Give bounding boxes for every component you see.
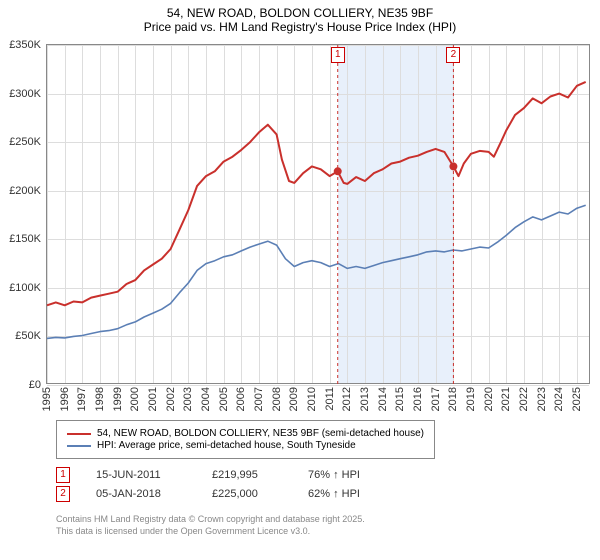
sales-row: 2 05-JAN-2018 £225,000 62% ↑ HPI	[56, 486, 398, 502]
x-tick-label: 2018	[447, 387, 459, 411]
y-tick-label: £200K	[9, 185, 41, 197]
y-tick-label: £0	[29, 379, 41, 391]
x-tick-label: 2017	[430, 387, 442, 411]
y-tick-label: £300K	[9, 88, 41, 100]
title-line-1: 54, NEW ROAD, BOLDON COLLIERY, NE35 9BF	[0, 6, 600, 20]
y-tick-label: £50K	[15, 330, 41, 342]
x-tick-label: 1996	[59, 387, 71, 411]
sales-price: £219,995	[212, 469, 282, 481]
x-tick-label: 2001	[147, 387, 159, 411]
chart-lines	[47, 45, 591, 385]
footer-line-1: Contains HM Land Registry data © Crown c…	[56, 514, 365, 526]
legend-swatch	[67, 445, 91, 447]
sales-price: £225,000	[212, 488, 282, 500]
legend-row: 54, NEW ROAD, BOLDON COLLIERY, NE35 9BF …	[67, 428, 424, 439]
x-tick-label: 2011	[324, 387, 336, 411]
x-tick-label: 2006	[235, 387, 247, 411]
x-tick-label: 2007	[253, 387, 265, 411]
x-tick-label: 2005	[218, 387, 230, 411]
x-tick-label: 2010	[306, 387, 318, 411]
sale-marker-box: 1	[331, 47, 345, 63]
sales-pct: 76% ↑ HPI	[308, 469, 398, 481]
series-price_paid	[47, 82, 586, 305]
sale-marker-box: 2	[446, 47, 460, 63]
x-tick-label: 2003	[182, 387, 194, 411]
sales-date: 05-JAN-2018	[96, 488, 186, 500]
legend-row: HPI: Average price, semi-detached house,…	[67, 440, 424, 451]
x-tick-label: 2021	[500, 387, 512, 411]
x-tick-label: 2024	[553, 387, 565, 411]
sale-dot	[334, 167, 342, 175]
x-tick-label: 2008	[271, 387, 283, 411]
gridline-h	[47, 385, 589, 386]
x-tick-label: 2002	[165, 387, 177, 411]
sales-table: 1 15-JUN-2011 £219,995 76% ↑ HPI 2 05-JAN-201…	[56, 464, 398, 505]
x-tick-label: 2012	[341, 387, 353, 411]
legend-swatch	[67, 433, 91, 435]
x-tick-label: 1998	[94, 387, 106, 411]
chart-title: 54, NEW ROAD, BOLDON COLLIERY, NE35 9BF …	[0, 0, 600, 36]
x-tick-label: 1997	[76, 387, 88, 411]
footer-line-2: This data is licensed under the Open Gov…	[56, 526, 365, 538]
legend-label: 54, NEW ROAD, BOLDON COLLIERY, NE35 9BF …	[97, 428, 424, 439]
y-tick-label: £250K	[9, 136, 41, 148]
x-tick-label: 2019	[465, 387, 477, 411]
series-hpi	[47, 205, 586, 338]
x-tick-label: 2000	[129, 387, 141, 411]
x-tick-label: 2009	[288, 387, 300, 411]
x-tick-label: 2004	[200, 387, 212, 411]
y-tick-label: £350K	[9, 39, 41, 51]
sale-dot	[449, 162, 457, 170]
y-tick-label: £100K	[9, 282, 41, 294]
x-tick-label: 2023	[536, 387, 548, 411]
x-tick-label: 2015	[394, 387, 406, 411]
x-tick-label: 2025	[571, 387, 583, 411]
x-tick-label: 1995	[41, 387, 53, 411]
sales-marker: 1	[56, 467, 70, 483]
sales-marker: 2	[56, 486, 70, 502]
footer-attribution: Contains HM Land Registry data © Crown c…	[56, 514, 365, 537]
sales-row: 1 15-JUN-2011 £219,995 76% ↑ HPI	[56, 467, 398, 483]
legend: 54, NEW ROAD, BOLDON COLLIERY, NE35 9BF …	[56, 420, 435, 459]
legend-label: HPI: Average price, semi-detached house,…	[97, 440, 356, 451]
x-tick-label: 2022	[518, 387, 530, 411]
chart-plot-area: £0£50K£100K£150K£200K£250K£300K£350K1995…	[46, 44, 590, 384]
x-tick-label: 1999	[112, 387, 124, 411]
y-tick-label: £150K	[9, 233, 41, 245]
x-tick-label: 2014	[377, 387, 389, 411]
sales-date: 15-JUN-2011	[96, 469, 186, 481]
x-tick-label: 2013	[359, 387, 371, 411]
x-tick-label: 2020	[483, 387, 495, 411]
sales-pct: 62% ↑ HPI	[308, 488, 398, 500]
x-tick-label: 2016	[412, 387, 424, 411]
title-line-2: Price paid vs. HM Land Registry's House …	[0, 20, 600, 34]
